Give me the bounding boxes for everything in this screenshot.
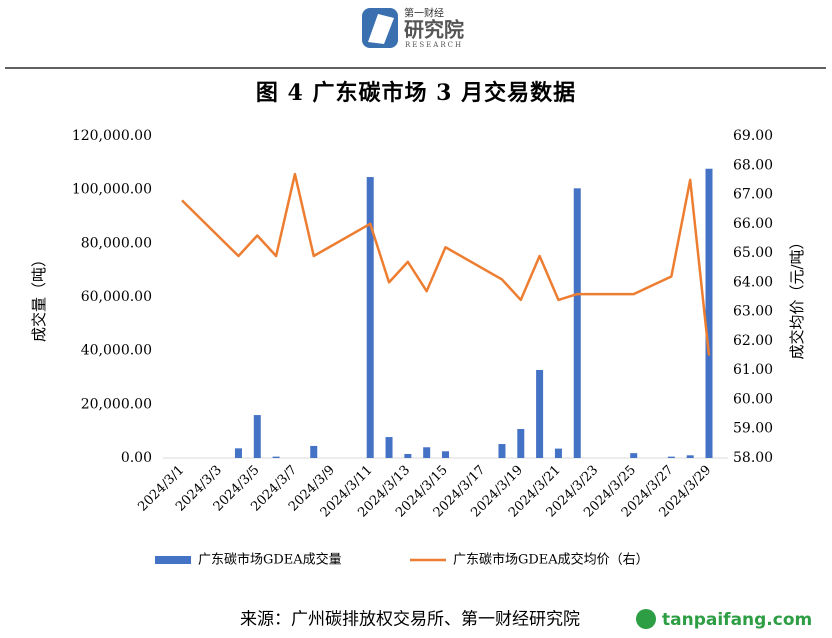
bar — [423, 447, 431, 458]
logo: 第一财经 研究院 RESEARCH — [362, 7, 464, 49]
bar — [385, 437, 393, 458]
bar — [404, 453, 412, 458]
bar — [667, 456, 675, 458]
y-tick-label: 120,000.00 — [72, 128, 152, 144]
y-tick-label: 40,000.00 — [81, 343, 152, 359]
y-axis-label: 成交量（吨） — [30, 252, 48, 342]
y2-tick-label: 69.00 — [733, 128, 773, 144]
y2-axis-label: 成交均价（元/吨） — [788, 234, 806, 359]
y2-tick-label: 63.00 — [733, 304, 773, 320]
legend-swatch — [155, 556, 191, 564]
y2-tick-label: 68.00 — [733, 157, 773, 173]
y2-tick-label: 59.00 — [733, 421, 773, 437]
y2-tick-label: 61.00 — [733, 362, 773, 378]
y-tick-label: 100,000.00 — [72, 182, 152, 198]
y2-tick-label: 62.00 — [733, 333, 773, 349]
bar — [554, 448, 562, 458]
y-tick-label: 80,000.00 — [81, 235, 152, 251]
y-tick-label: 60,000.00 — [81, 289, 152, 305]
bar — [630, 453, 638, 458]
bar — [272, 456, 280, 458]
logo-sub: RESEARCH — [405, 41, 463, 49]
bar — [573, 188, 581, 458]
y2-tick-label: 65.00 — [733, 245, 773, 261]
watermark-icon — [636, 609, 656, 629]
y2-tick-label: 58.00 — [733, 450, 773, 466]
logo-main: 研究院 — [404, 18, 464, 42]
source: 来源：广州碳排放权交易所、第一财经研究院 — [240, 610, 580, 630]
y-tick-label: 20,000.00 — [81, 396, 152, 412]
bar — [310, 445, 318, 458]
chart-title: 图 4 广东碳市场 3 月交易数据 — [256, 80, 576, 106]
y2-tick-label: 60.00 — [733, 391, 773, 407]
logo-top: 第一财经 — [404, 7, 444, 20]
bar — [498, 444, 506, 458]
bar — [442, 451, 449, 458]
bar — [253, 415, 261, 458]
bar — [536, 369, 544, 458]
line — [181, 172, 711, 356]
y-tick-label: 0.00 — [121, 450, 152, 466]
watermark: tanpaifang.com — [662, 610, 812, 630]
bar — [517, 429, 525, 458]
legend-label: 广东碳市场GDEA成交均价（右） — [453, 552, 649, 568]
legend-label: 广东碳市场GDEA成交量 — [198, 552, 342, 568]
bar — [686, 455, 694, 458]
bar — [705, 168, 713, 458]
bar — [234, 448, 242, 458]
bar — [366, 177, 374, 458]
y2-tick-label: 66.00 — [733, 216, 773, 232]
y2-tick-label: 64.00 — [733, 274, 773, 290]
y2-tick-label: 67.00 — [733, 187, 773, 203]
logo-icon-mark — [368, 14, 394, 44]
